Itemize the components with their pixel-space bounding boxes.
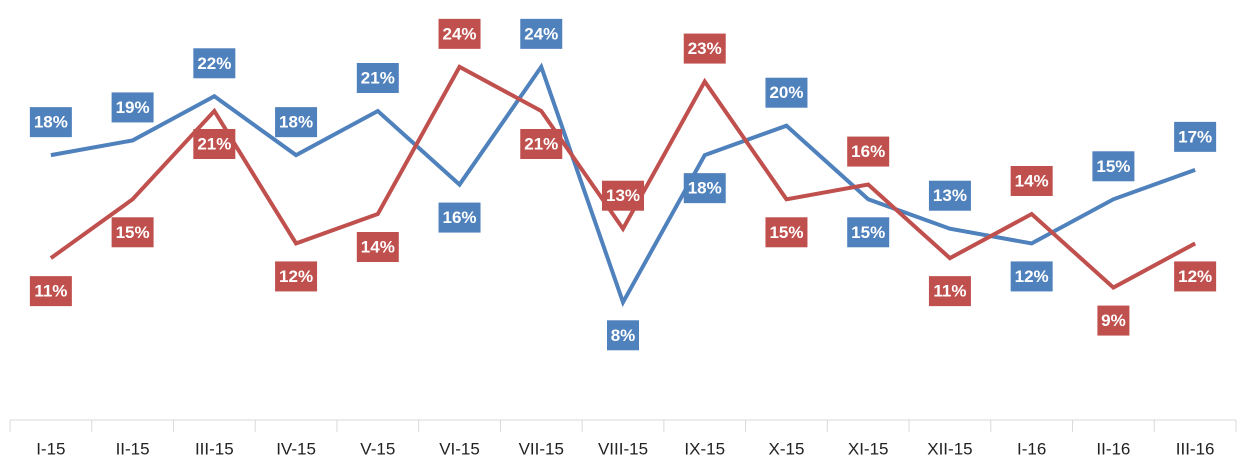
data-label: 15% — [1096, 157, 1130, 176]
x-tick-label: VI-15 — [439, 439, 480, 458]
x-tick-label: VII-15 — [519, 439, 564, 458]
x-tick-label: XI-15 — [848, 439, 889, 458]
x-tick-label: XII-15 — [927, 439, 972, 458]
data-label: 14% — [1015, 171, 1049, 190]
data-label: 21% — [361, 68, 395, 87]
data-label: 18% — [688, 179, 722, 198]
data-label: 22% — [197, 54, 231, 73]
data-label: 16% — [443, 208, 477, 227]
data-label-box — [928, 276, 971, 307]
series-line — [49, 64, 1197, 291]
data-label-box — [193, 48, 236, 79]
data-label: 24% — [524, 24, 558, 43]
x-tick-label: I-16 — [1017, 439, 1046, 458]
data-label-box — [111, 92, 154, 123]
x-tick-label: V-15 — [360, 439, 395, 458]
data-label: 24% — [443, 24, 477, 43]
data-label: 16% — [851, 142, 885, 161]
data-label-box — [438, 18, 481, 49]
data-label: 19% — [116, 98, 150, 117]
data-label-box — [1092, 151, 1135, 182]
data-label: 23% — [688, 39, 722, 58]
series-line — [50, 62, 1196, 308]
data-label: 17% — [1178, 127, 1212, 146]
data-label: 14% — [361, 237, 395, 256]
data-label: 12% — [279, 267, 313, 286]
x-tick-label: III-15 — [195, 439, 234, 458]
data-label-box — [928, 180, 971, 211]
x-tick-label: IV-15 — [276, 439, 316, 458]
data-label-box — [438, 202, 481, 233]
x-tick-label: X-15 — [769, 439, 805, 458]
data-label: 13% — [933, 186, 967, 205]
data-label-box — [275, 261, 318, 292]
data-label: 20% — [769, 83, 803, 102]
x-tick-label: I-15 — [36, 439, 65, 458]
data-label-box — [111, 217, 154, 248]
data-label-box — [193, 129, 236, 159]
data-label: 12% — [1015, 267, 1049, 286]
data-label-box — [275, 107, 318, 138]
data-label-box — [683, 33, 726, 64]
x-tick-label: VIII-15 — [598, 439, 648, 458]
data-label-box — [847, 136, 890, 167]
data-label-box — [1174, 261, 1217, 292]
data-label: 13% — [606, 186, 640, 205]
data-label: 12% — [1178, 267, 1212, 286]
data-label: 21% — [197, 134, 231, 153]
data-label-box — [29, 276, 72, 307]
data-label-box — [1097, 305, 1130, 336]
data-label-box — [520, 129, 563, 159]
data-label-box — [607, 320, 639, 351]
data-label-box — [765, 77, 808, 108]
data-label-box — [356, 63, 399, 93]
data-label: 15% — [851, 223, 885, 242]
data-label: 11% — [933, 282, 966, 301]
data-label-box — [520, 18, 563, 49]
data-label-box — [1174, 121, 1217, 152]
data-label: 11% — [34, 282, 67, 301]
x-tick-label: III-16 — [1176, 439, 1215, 458]
data-label: 18% — [279, 113, 313, 132]
data-label-box — [356, 232, 399, 262]
data-label: 18% — [34, 113, 68, 132]
data-label-box — [1010, 166, 1053, 196]
data-label-box — [765, 217, 808, 248]
data-label-box — [1010, 261, 1053, 292]
data-label: 8% — [611, 326, 636, 345]
data-label: 9% — [1101, 311, 1126, 330]
data-label-box — [602, 180, 644, 211]
data-label: 21% — [524, 134, 558, 153]
data-label: 15% — [769, 223, 803, 242]
x-tick-label: IX-15 — [684, 439, 725, 458]
data-label-box — [29, 107, 72, 138]
x-tick-label: II-16 — [1096, 439, 1130, 458]
data-label: 15% — [116, 223, 150, 242]
data-label-box — [847, 217, 890, 248]
data-label-box — [683, 173, 726, 204]
x-tick-label: II-15 — [116, 439, 150, 458]
